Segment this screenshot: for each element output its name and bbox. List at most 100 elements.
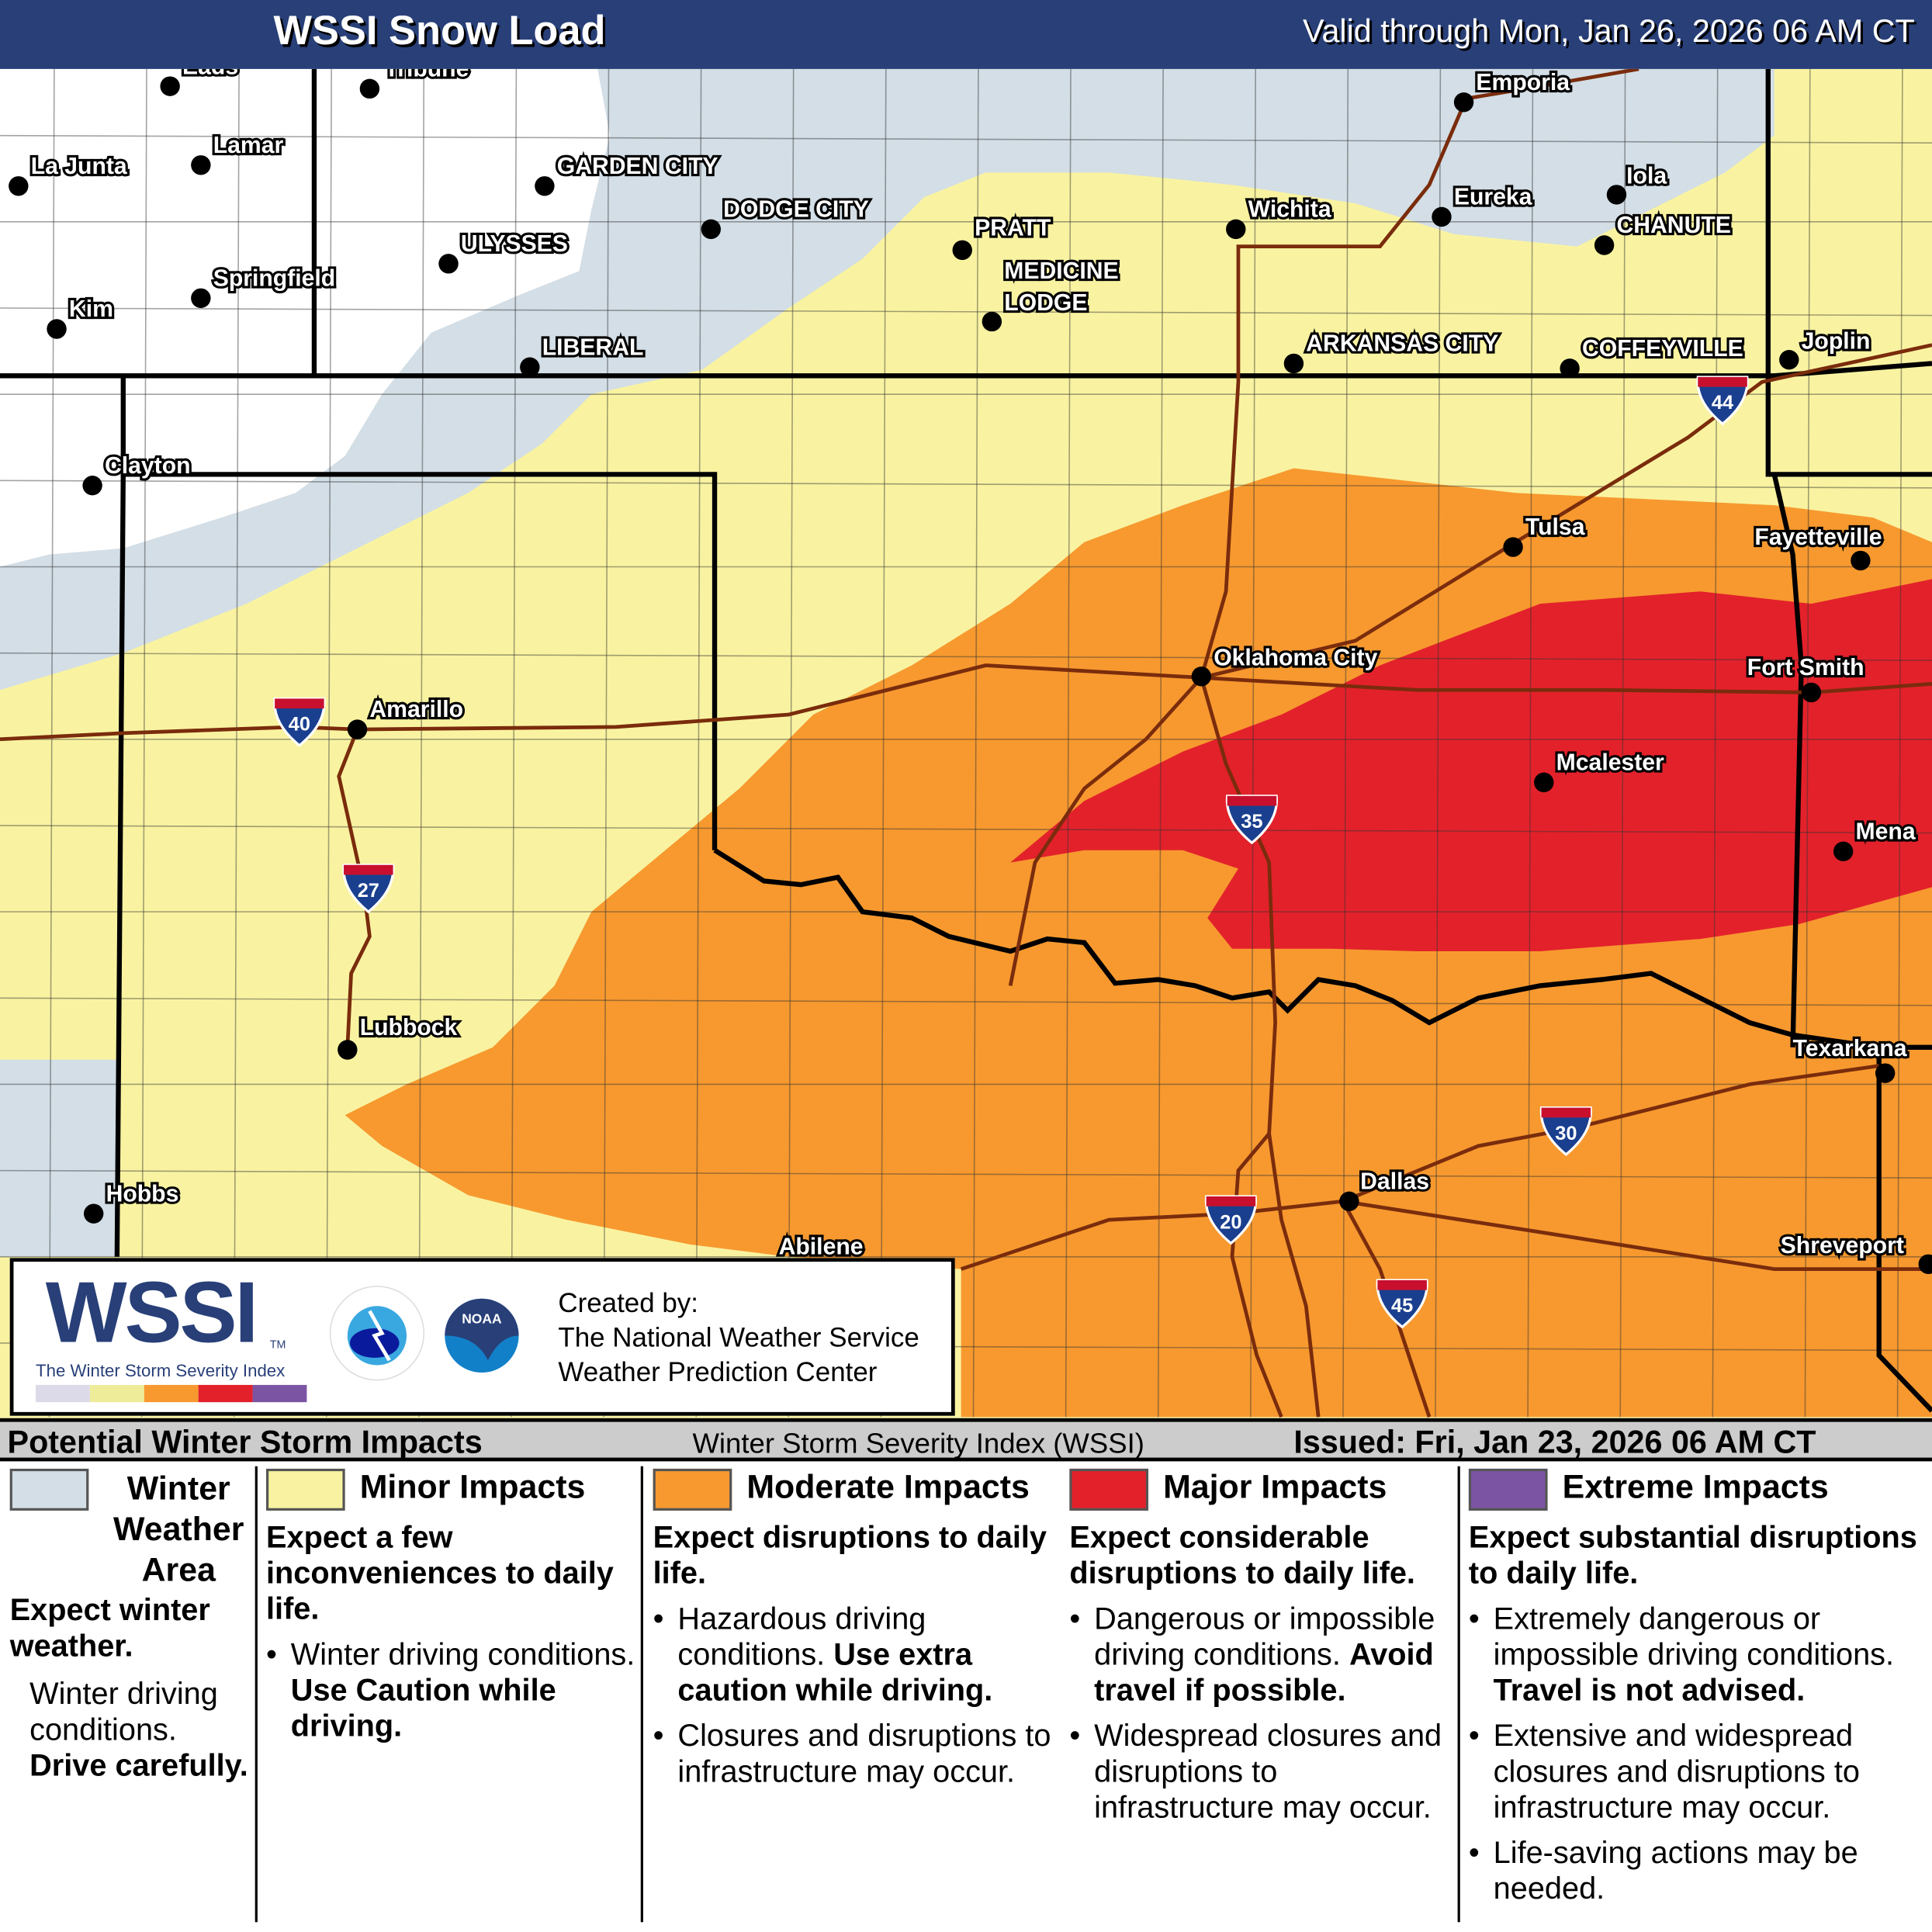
city-mena: Mena — [1833, 816, 1918, 862]
city-dot — [191, 288, 211, 309]
city-label: La Junta — [31, 154, 127, 179]
city-chanute: CHANUTE — [1594, 210, 1733, 255]
issued-time: Issued: Fri, Jan 23, 2026 06 AM CT — [1293, 1423, 1816, 1460]
city-dot — [1560, 358, 1580, 379]
red-river-border — [713, 848, 1932, 1050]
city-label: Fort Smith — [1747, 655, 1864, 680]
city-lodge: LODGE — [1002, 288, 1090, 318]
city-label: LIBERAL — [542, 334, 644, 360]
divider — [1457, 1466, 1460, 1923]
city-dot — [1503, 537, 1523, 557]
city-label: DODGE CITY — [723, 196, 869, 222]
svg-text:35: 35 — [1241, 811, 1262, 833]
city-labels: Eads Tribune Emporia La Junta Lamar GARDEN CI… — [9, 69, 1932, 1274]
state-borders — [0, 68, 1932, 1413]
city-dot — [1918, 1254, 1932, 1274]
city-fort-smith: Fort Smith — [1745, 653, 1867, 703]
city-label: Eads — [182, 69, 238, 79]
city-label: Amarillo — [369, 697, 463, 722]
city-label: Lubbock — [360, 1015, 458, 1040]
interstate-shield-27: 27 — [342, 864, 395, 914]
city-garden-city: GARDEN CITY — [535, 151, 721, 196]
interstate-shield-30: 30 — [1539, 1106, 1592, 1157]
city-medicine: MEDICINE — [982, 256, 1121, 332]
city-dot — [438, 254, 459, 274]
winter-weather-area — [0, 1059, 117, 1257]
legend-extreme: Extreme Impacts Expect substantial disru… — [1468, 1468, 1925, 1907]
city-fayetteville: Fayetteville — [1752, 522, 1885, 571]
interstate-shield-20: 20 — [1204, 1195, 1258, 1245]
credits: Created by: The National Weather Service… — [558, 1286, 919, 1390]
city-eads: Eads — [160, 69, 241, 96]
city-dot — [1875, 1063, 1896, 1083]
city-label: Hobbs — [106, 1181, 179, 1207]
city-eureka: Eureka — [1432, 182, 1535, 227]
county-lines — [0, 68, 1932, 1418]
city-label: Eureka — [1454, 185, 1532, 210]
svg-text:NOAA: NOAA — [462, 1311, 502, 1327]
city-mcalester: Mcalester — [1534, 747, 1667, 793]
city-label: Shreveport — [1781, 1233, 1904, 1259]
city-label: Emporia — [1476, 70, 1570, 95]
city-iola: Iola — [1606, 161, 1670, 205]
interstate-shield-45: 45 — [1376, 1279, 1428, 1329]
svg-text:20: 20 — [1220, 1211, 1241, 1233]
city-tribune: Tribune — [359, 69, 472, 99]
svg-text:45: 45 — [1391, 1295, 1413, 1317]
city-arkansas-city: ARKANSAS CITY — [1283, 328, 1501, 374]
city-dot — [160, 76, 180, 96]
svg-text:27: 27 — [358, 880, 379, 902]
city-label: CHANUTE — [1616, 213, 1730, 238]
created-by-label: Created by: — [558, 1287, 698, 1319]
major-impacts-area — [1010, 579, 1932, 951]
valid-time: Valid through Mon, Jan 26, 2026 06 AM CT — [1302, 12, 1915, 50]
city-label: Tribune — [384, 69, 469, 82]
city-dot — [1191, 667, 1212, 687]
no-impact-area — [0, 68, 611, 567]
city-springfield: Springfield — [191, 263, 338, 309]
legend-minor: Minor Impacts Expect a few inconvenience… — [266, 1468, 639, 1745]
city-dot — [1339, 1191, 1359, 1212]
city-pratt: PRATT — [952, 213, 1054, 261]
city-dot — [520, 357, 540, 377]
legend-title: Potential Winter Storm Impacts — [7, 1423, 483, 1460]
svg-text:40: 40 — [289, 714, 310, 736]
city-label: Springfield — [213, 265, 335, 291]
city-dot — [83, 1203, 104, 1224]
city-dot — [1594, 235, 1615, 255]
city-lamar: Lamar — [191, 130, 286, 175]
city-dot — [347, 719, 368, 739]
city-clayton: Clayton — [82, 451, 193, 496]
city-dot — [1851, 550, 1871, 571]
impact-map: 40 27 44 35 30 20 45 Eads Tribune Emporia La Junt… — [0, 68, 1932, 1418]
city-label: MEDICINE — [1004, 258, 1118, 284]
city-hobbs: Hobbs — [83, 1179, 182, 1224]
city-dallas: Dallas — [1339, 1166, 1432, 1212]
wssi-subtitle: The Winter Storm Severity Index — [36, 1360, 286, 1380]
svg-text:44: 44 — [1712, 392, 1733, 414]
city-dot — [701, 219, 721, 240]
city-dot — [1226, 219, 1246, 240]
org-wpc: Weather Prediction Center — [558, 1356, 878, 1388]
index-name: Winter Storm Severity Index (WSSI) — [692, 1426, 1144, 1459]
city-dot — [9, 176, 29, 196]
city-lubbock: Lubbock — [338, 1013, 460, 1060]
city-label: Kim — [69, 296, 113, 322]
interstate-shield-40: 40 — [273, 697, 326, 747]
city-liberal: LIBERAL — [520, 332, 646, 377]
city-label: COFFEYVILLE — [1582, 336, 1743, 362]
city-wichita: Wichita — [1226, 194, 1334, 240]
city-dot — [1453, 92, 1474, 113]
city-dot — [1283, 353, 1304, 374]
interstate-shield-44: 44 — [1696, 376, 1749, 426]
logo-box: WSSI TM The Winter Storm Severity Index … — [9, 1258, 955, 1416]
city-label: Tulsa — [1525, 514, 1585, 540]
city-shreveport: Shreveport — [1778, 1231, 1932, 1274]
city-dot — [982, 311, 1002, 332]
city-dot — [82, 475, 102, 496]
city-abilene: Abilene — [776, 1231, 865, 1262]
city-dot — [191, 155, 211, 175]
city-la-junta: La Junta — [9, 151, 130, 196]
wssi-color-bar — [36, 1384, 307, 1403]
legend-winter-weather-area: Winter Weather Area Expect winter weathe… — [9, 1468, 248, 1783]
